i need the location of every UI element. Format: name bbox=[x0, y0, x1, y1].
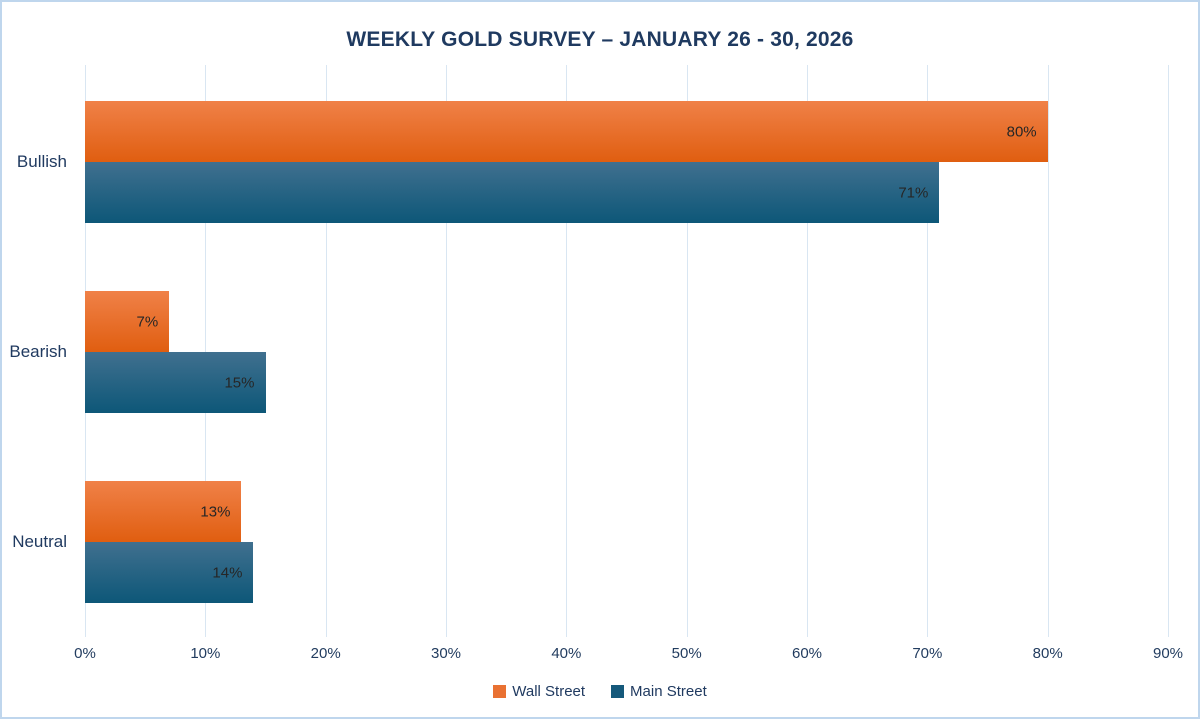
chart-title: WEEKLY GOLD SURVEY – JANUARY 26 - 30, 20… bbox=[346, 28, 854, 51]
gridline bbox=[807, 65, 808, 637]
x-axis-tick-label: 50% bbox=[671, 645, 702, 662]
category-label-bullish: Bullish bbox=[16, 152, 67, 171]
x-axis-tick-label: 60% bbox=[791, 645, 823, 662]
data-label: 13% bbox=[200, 503, 231, 520]
legend: Wall Street Main Street bbox=[2, 683, 1198, 700]
bar-neutral-main-street: 14% bbox=[85, 542, 254, 603]
legend-label: Wall Street bbox=[512, 683, 586, 700]
data-label: 71% bbox=[898, 184, 929, 201]
x-axis-tick-label: 90% bbox=[1152, 645, 1184, 662]
bar-bullish-main-street: 71% bbox=[85, 162, 940, 223]
bar-neutral-wall-street: 13% bbox=[85, 481, 242, 542]
bar-bearish-main-street: 15% bbox=[85, 352, 266, 413]
x-axis-tick-label: 20% bbox=[310, 645, 341, 662]
legend-item-main-street: Main Street bbox=[611, 683, 707, 700]
data-label: 7% bbox=[136, 313, 159, 330]
data-label: 15% bbox=[224, 374, 255, 391]
category-label-neutral: Neutral bbox=[12, 532, 67, 551]
category-label-bearish: Bearish bbox=[9, 342, 67, 361]
gridline bbox=[1047, 65, 1049, 637]
plot-area: 80% 71% 7% 15% 13% 14% bbox=[85, 65, 1169, 637]
legend-marker bbox=[493, 685, 507, 698]
gridline bbox=[566, 65, 568, 637]
x-axis-tick-label: 40% bbox=[551, 645, 582, 662]
data-label: 14% bbox=[212, 564, 243, 581]
x-axis-tick-label: 30% bbox=[430, 645, 462, 662]
legend-label: Main Street bbox=[630, 683, 707, 700]
legend-item-wall-street: Wall Street bbox=[493, 683, 585, 700]
gridline bbox=[205, 65, 207, 637]
bar-bearish-wall-street: 7% bbox=[85, 291, 170, 352]
x-axis-tick-label: 10% bbox=[190, 645, 221, 662]
gridline bbox=[1168, 65, 1169, 637]
gridline bbox=[927, 65, 929, 637]
x-axis-tick-label: 80% bbox=[1032, 645, 1063, 662]
bar-bullish-wall-street: 80% bbox=[85, 101, 1048, 162]
gridline bbox=[686, 65, 688, 637]
gridline bbox=[446, 65, 447, 637]
x-axis-tick-label: 70% bbox=[912, 645, 943, 662]
gridline bbox=[325, 65, 327, 637]
data-label: 80% bbox=[1006, 123, 1037, 140]
x-axis-tick-label: 0% bbox=[74, 645, 96, 662]
legend-marker bbox=[611, 685, 625, 698]
